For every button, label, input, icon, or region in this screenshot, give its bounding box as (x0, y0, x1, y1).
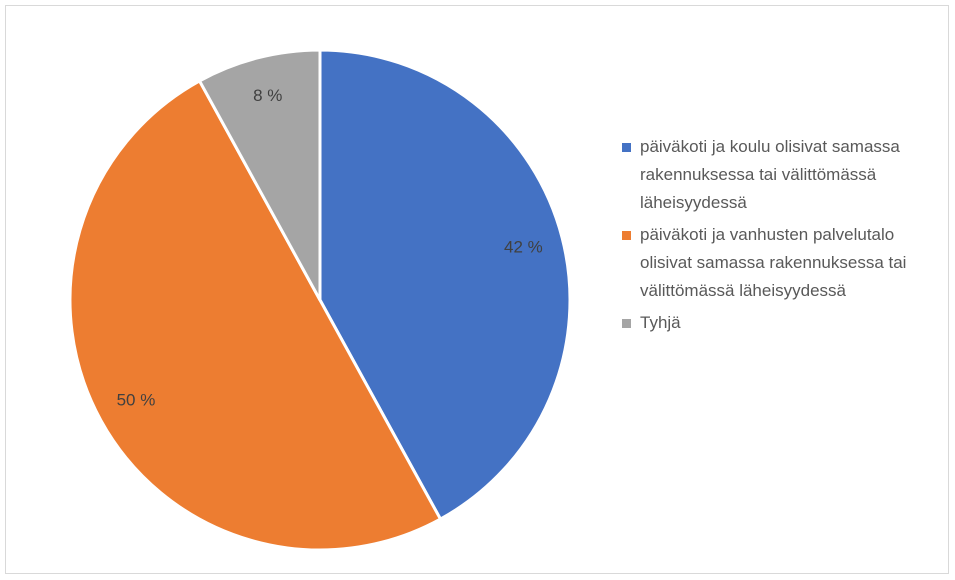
legend-swatch (622, 143, 631, 152)
pie-slice (198, 48, 322, 302)
legend-entry: Tyhjä (622, 309, 922, 337)
data-label: 8 % (253, 86, 282, 105)
pie-slice (318, 48, 572, 521)
legend-entry: päiväkoti ja koulu olisivat samassa rake… (622, 133, 922, 217)
legend-swatch (622, 319, 631, 328)
legend-entry: päiväkoti ja vanhusten palvelutalo olisi… (622, 221, 922, 305)
legend-swatch (622, 231, 631, 240)
pie-slice (68, 79, 442, 552)
legend-label: Tyhjä (640, 313, 681, 332)
legend-label: päiväkoti ja koulu olisivat samassa rake… (640, 137, 900, 212)
data-label: 42 % (504, 237, 543, 256)
legend: päiväkoti ja koulu olisivat samassa rake… (622, 133, 922, 341)
data-label: 50 % (117, 391, 156, 410)
chart-frame (5, 5, 949, 574)
legend-label: päiväkoti ja vanhusten palvelutalo olisi… (640, 225, 907, 300)
